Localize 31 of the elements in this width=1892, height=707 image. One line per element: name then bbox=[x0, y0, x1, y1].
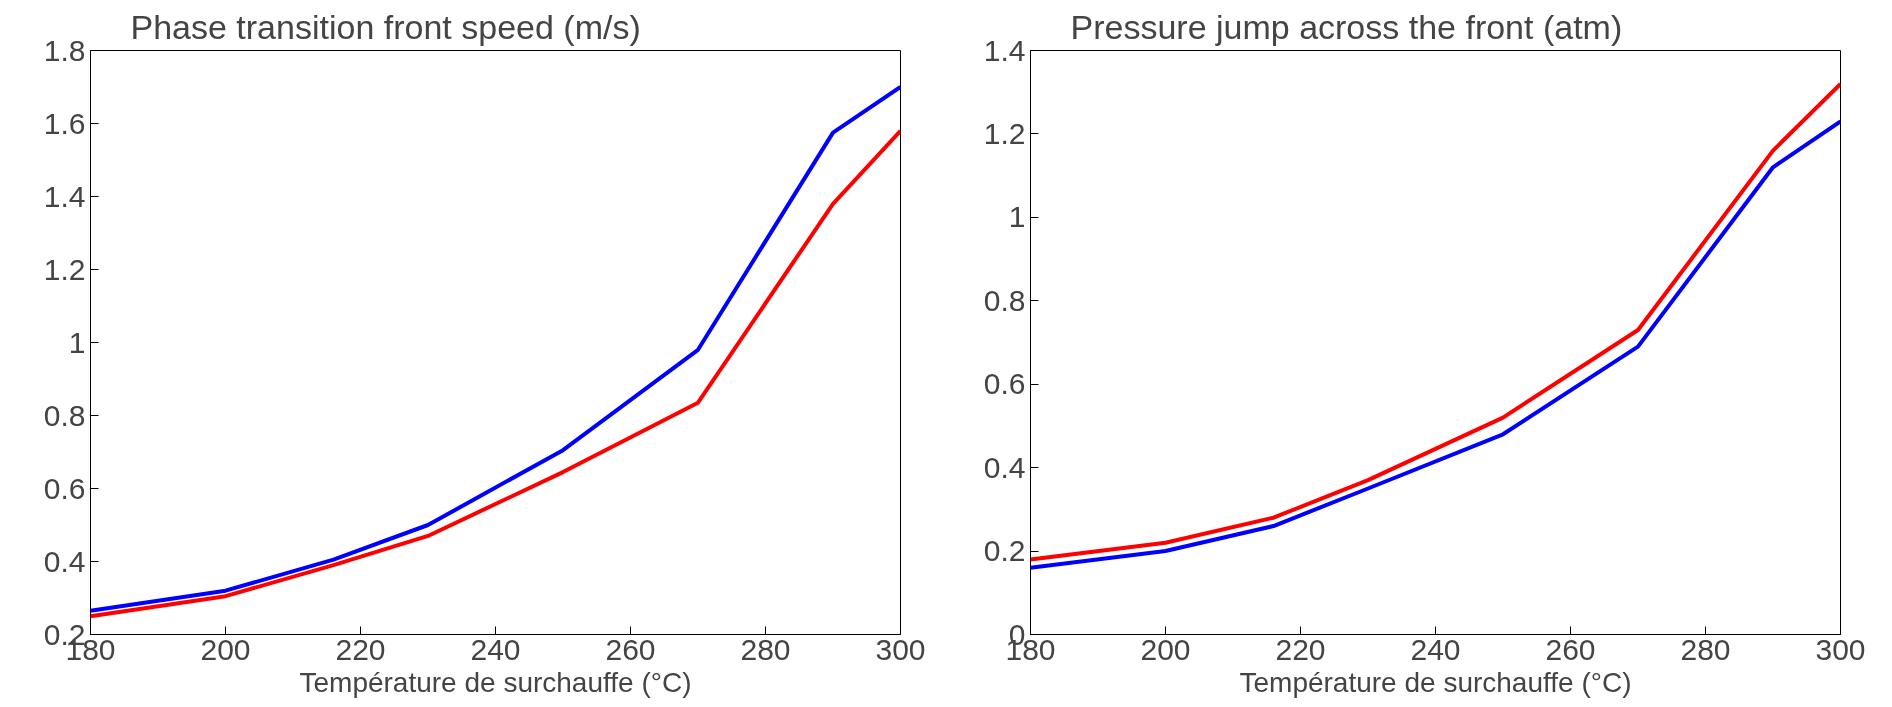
x-tick-label: 260 bbox=[1545, 632, 1596, 666]
y-tick-label: 0.4 bbox=[43, 544, 86, 578]
y-tick-label: 1 bbox=[68, 325, 86, 359]
y-tick-label: 1.2 bbox=[43, 252, 86, 286]
y-tick-label: 1.8 bbox=[43, 33, 86, 67]
y-tick-label: 0.6 bbox=[43, 471, 86, 505]
chart-title: Pressure jump across the front (atm) bbox=[1070, 7, 1623, 46]
chart-title: Phase transition front speed (m/s) bbox=[130, 7, 641, 46]
y-tick-label: 0.8 bbox=[983, 283, 1026, 317]
x-tick-label: 300 bbox=[1815, 632, 1866, 666]
y-tick-label: 0.4 bbox=[983, 450, 1026, 484]
x-tick-label: 300 bbox=[875, 632, 926, 666]
x-tick-label: 220 bbox=[1275, 632, 1326, 666]
y-tick-label: 1 bbox=[1008, 200, 1026, 234]
x-axis-title: Température de surchauffe (°C) bbox=[1239, 666, 1632, 698]
x-tick-label: 240 bbox=[470, 632, 521, 666]
x-tick-label: 280 bbox=[1680, 632, 1731, 666]
y-tick-label: 0.8 bbox=[43, 398, 86, 432]
x-tick-label: 220 bbox=[335, 632, 386, 666]
y-tick-label: 1.2 bbox=[983, 116, 1026, 150]
y-tick-label: 1.4 bbox=[43, 179, 86, 213]
x-tick-label: 260 bbox=[605, 632, 656, 666]
y-tick-label: 1.4 bbox=[983, 33, 1026, 67]
x-tick-label: 200 bbox=[1140, 632, 1191, 666]
x-tick-label: 240 bbox=[1410, 632, 1461, 666]
x-tick-label: 200 bbox=[200, 632, 251, 666]
x-axis-title: Température de surchauffe (°C) bbox=[299, 666, 692, 698]
y-tick-label: 0.2 bbox=[983, 534, 1026, 568]
x-tick-label: 280 bbox=[740, 632, 791, 666]
y-tick-label: 1.6 bbox=[43, 106, 86, 140]
y-tick-label: 0.6 bbox=[983, 367, 1026, 401]
